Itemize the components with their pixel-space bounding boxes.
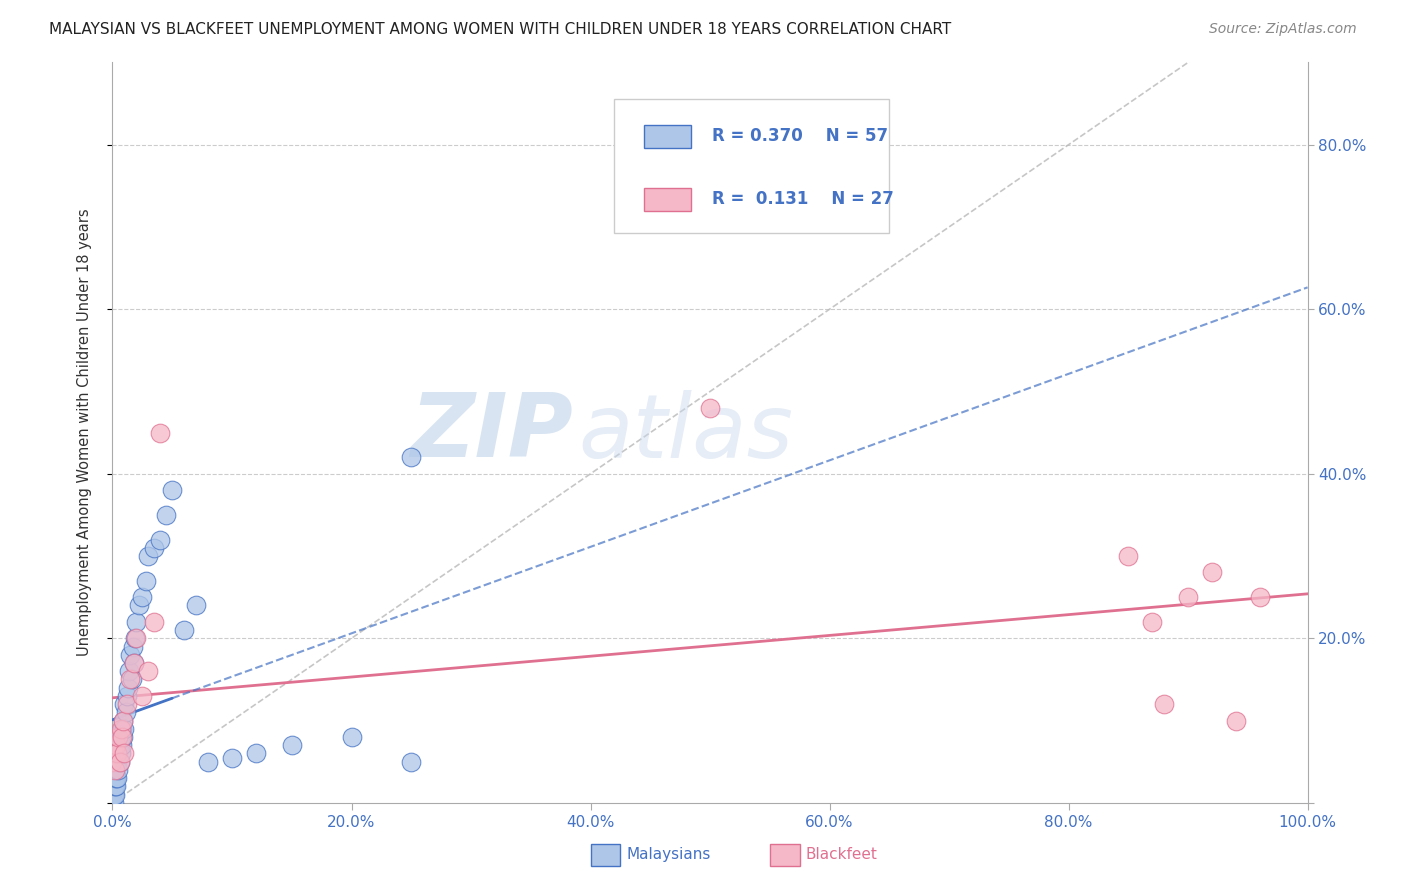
Point bbox=[1225, 714, 1247, 728]
Point bbox=[1249, 590, 1271, 604]
Point bbox=[122, 656, 145, 670]
FancyBboxPatch shape bbox=[591, 844, 620, 866]
Point bbox=[104, 788, 127, 802]
Point bbox=[112, 714, 135, 728]
Point bbox=[107, 730, 129, 744]
Point bbox=[186, 599, 208, 613]
Point bbox=[114, 697, 135, 711]
Point bbox=[107, 738, 129, 752]
FancyBboxPatch shape bbox=[614, 99, 889, 233]
Point bbox=[155, 508, 177, 522]
Point bbox=[104, 780, 127, 794]
Point bbox=[108, 755, 131, 769]
Point bbox=[107, 747, 129, 761]
Point bbox=[117, 681, 139, 695]
Point bbox=[162, 483, 183, 498]
Point bbox=[173, 623, 195, 637]
FancyBboxPatch shape bbox=[644, 126, 690, 147]
Text: R = 0.370    N = 57: R = 0.370 N = 57 bbox=[713, 128, 889, 145]
Point bbox=[111, 738, 134, 752]
Point bbox=[1142, 615, 1164, 629]
Point bbox=[114, 747, 135, 761]
Point bbox=[115, 689, 138, 703]
Point bbox=[1153, 697, 1175, 711]
Point bbox=[110, 722, 132, 736]
Point bbox=[128, 599, 150, 613]
Point bbox=[112, 714, 135, 728]
Point bbox=[111, 722, 134, 736]
Point bbox=[281, 738, 304, 752]
Point bbox=[105, 738, 128, 752]
Point bbox=[101, 755, 124, 769]
Point bbox=[107, 763, 129, 777]
Point bbox=[111, 730, 134, 744]
Point bbox=[125, 632, 148, 646]
Text: Source: ZipAtlas.com: Source: ZipAtlas.com bbox=[1209, 22, 1357, 37]
Text: MALAYSIAN VS BLACKFEET UNEMPLOYMENT AMONG WOMEN WITH CHILDREN UNDER 18 YEARS COR: MALAYSIAN VS BLACKFEET UNEMPLOYMENT AMON… bbox=[49, 22, 952, 37]
Point bbox=[105, 780, 128, 794]
Point bbox=[124, 632, 146, 646]
Point bbox=[103, 747, 125, 761]
Point bbox=[101, 796, 124, 810]
FancyBboxPatch shape bbox=[644, 188, 690, 211]
Point bbox=[110, 747, 132, 761]
Point bbox=[105, 747, 128, 761]
Point bbox=[121, 640, 143, 654]
Point bbox=[104, 763, 127, 777]
Point bbox=[104, 771, 127, 785]
Point bbox=[143, 615, 166, 629]
Point bbox=[1201, 566, 1223, 580]
Text: atlas: atlas bbox=[579, 390, 793, 475]
Point bbox=[120, 673, 142, 687]
Point bbox=[699, 401, 721, 415]
Point bbox=[105, 755, 128, 769]
Point bbox=[149, 425, 172, 440]
Point bbox=[105, 755, 128, 769]
Text: Blackfeet: Blackfeet bbox=[806, 847, 877, 863]
Point bbox=[105, 747, 128, 761]
Point bbox=[121, 673, 143, 687]
Point bbox=[340, 730, 363, 744]
Point bbox=[131, 689, 153, 703]
Point bbox=[105, 771, 128, 785]
Point bbox=[138, 664, 160, 678]
Point bbox=[401, 755, 423, 769]
Point bbox=[105, 771, 128, 785]
Point bbox=[103, 788, 125, 802]
Point bbox=[245, 747, 267, 761]
Point bbox=[104, 763, 127, 777]
Point bbox=[149, 533, 172, 547]
Point bbox=[131, 590, 153, 604]
Point bbox=[138, 549, 160, 563]
Point bbox=[101, 788, 124, 802]
Text: ZIP: ZIP bbox=[409, 389, 572, 476]
Point bbox=[401, 450, 423, 465]
Point bbox=[103, 780, 125, 794]
Point bbox=[103, 771, 125, 785]
Text: Malaysians: Malaysians bbox=[627, 847, 711, 863]
Point bbox=[101, 780, 124, 794]
Point bbox=[125, 615, 148, 629]
Text: R =  0.131    N = 27: R = 0.131 N = 27 bbox=[713, 190, 894, 209]
Point bbox=[108, 755, 131, 769]
Point bbox=[115, 697, 138, 711]
Point bbox=[120, 648, 142, 662]
Point bbox=[122, 656, 145, 670]
Point bbox=[108, 738, 131, 752]
Point bbox=[114, 706, 136, 720]
Point bbox=[112, 730, 135, 744]
Point bbox=[118, 664, 141, 678]
Point bbox=[197, 755, 219, 769]
Point bbox=[135, 574, 157, 588]
Point bbox=[110, 730, 132, 744]
FancyBboxPatch shape bbox=[770, 844, 800, 866]
Point bbox=[114, 722, 135, 736]
Point bbox=[1118, 549, 1140, 563]
Point bbox=[221, 750, 243, 764]
Point bbox=[143, 541, 166, 555]
Y-axis label: Unemployment Among Women with Children Under 18 years: Unemployment Among Women with Children U… bbox=[77, 209, 91, 657]
Point bbox=[1177, 590, 1199, 604]
Point bbox=[103, 796, 125, 810]
